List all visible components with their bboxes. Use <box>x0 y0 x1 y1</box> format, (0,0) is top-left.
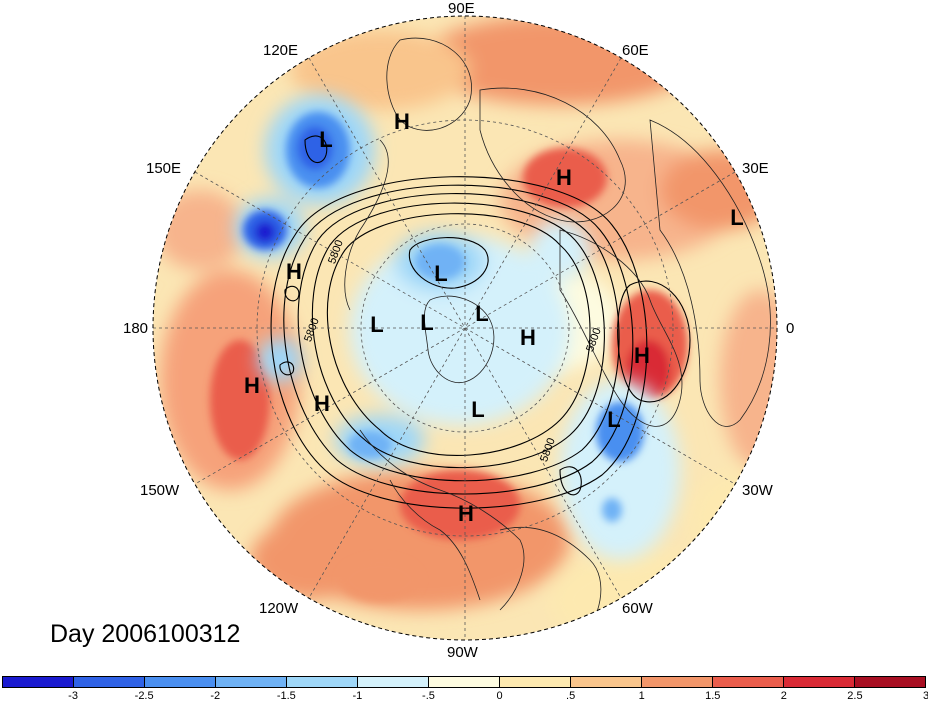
colorbar-tick-label: 2 <box>780 690 787 702</box>
lon-label-90e: 90E <box>448 0 475 17</box>
pressure-center-high: H <box>286 259 302 284</box>
pressure-center-low: L <box>420 310 434 335</box>
pressure-center-low: L <box>730 205 744 230</box>
lon-label-30w: 30W <box>742 482 773 499</box>
lon-label-60e: 60E <box>622 42 649 59</box>
colorbar-tick-label: -2 <box>210 690 221 702</box>
pressure-center-high: H <box>394 109 410 134</box>
pressure-center-low: L <box>370 312 384 337</box>
colorbar-segment <box>358 677 429 687</box>
pressure-center-low: L <box>475 301 489 326</box>
colorbar-segment <box>855 677 925 687</box>
colorbar-tick-label: 0 <box>496 690 503 702</box>
colorbar-segment <box>287 677 358 687</box>
colorbar-tick-label: -1.5 <box>276 690 296 702</box>
date-label: Day 2006100312 <box>50 620 241 648</box>
lon-label-0: 0 <box>786 320 795 337</box>
lon-label-90w: 90W <box>447 644 478 661</box>
pressure-center-low: L <box>471 397 485 422</box>
lon-label-180: 180 <box>123 320 149 337</box>
colorbar-segment <box>500 677 571 687</box>
colorbar-tick-label: 1.5 <box>705 690 721 702</box>
colorbar-segment <box>784 677 855 687</box>
colorbar-tick-label: -.5 <box>422 690 435 702</box>
pressure-center-high: H <box>556 165 572 190</box>
colorbar-segment <box>642 677 713 687</box>
pressure-center-low: L <box>434 261 448 286</box>
pressure-center-high: H <box>634 343 650 368</box>
lon-label-30e: 30E <box>742 160 769 177</box>
pressure-center-low: L <box>319 127 333 152</box>
colorbar-segment <box>3 677 74 687</box>
colorbar-tick-label: -1 <box>352 690 363 702</box>
colorbar-segment <box>571 677 642 687</box>
colorbar <box>2 676 926 688</box>
colorbar-tick-label: .5 <box>566 690 576 702</box>
lon-label-120e: 120E <box>263 42 299 59</box>
anomaly-field <box>153 16 777 640</box>
colorbar-segment <box>713 677 784 687</box>
colorbar-tick-label: -3 <box>68 690 78 702</box>
colorbar-tick-label: 2.5 <box>847 690 863 702</box>
colorbar-segment <box>74 677 145 687</box>
height-contours <box>270 135 691 509</box>
graticule <box>153 16 777 640</box>
colorbar-tick-label: -2.5 <box>134 690 154 702</box>
pressure-center-low: L <box>607 407 621 432</box>
pressure-center-high: H <box>520 325 536 350</box>
colorbar-tick-label: 1 <box>638 690 645 702</box>
colorbar-segment <box>429 677 500 687</box>
lon-label-150e: 150E <box>146 160 182 177</box>
colorbar-segment <box>145 677 216 687</box>
pressure-center-high: H <box>244 373 260 398</box>
pressure-center-high: H <box>458 501 474 526</box>
colorbar-segment <box>216 677 287 687</box>
map-boundary <box>152 15 778 641</box>
colorbar-tick-label: 3 <box>922 690 928 702</box>
pressure-center-high: H <box>314 391 330 416</box>
lon-label-120w: 120W <box>259 600 299 617</box>
lon-label-150w: 150W <box>140 482 180 499</box>
lon-label-60w: 60W <box>622 600 653 617</box>
